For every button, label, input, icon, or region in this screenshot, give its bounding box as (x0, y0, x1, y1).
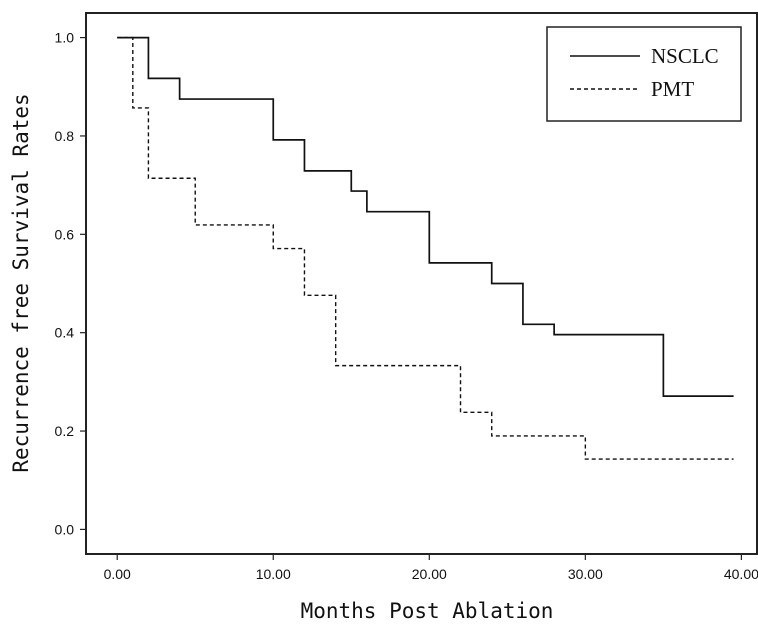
x-tick-label: 0.00 (104, 566, 131, 582)
legend-label-pmt: PMT (651, 77, 694, 101)
x-tick-label: 40.00 (724, 566, 758, 582)
x-axis-title: Months Post Ablation (301, 599, 554, 623)
legend-box (546, 26, 742, 122)
x-tick-label: 20.00 (412, 566, 447, 582)
x-tick-label: 10.00 (256, 566, 291, 582)
y-tick-label: 0.0 (55, 521, 75, 537)
y-tick-label: 0.8 (55, 128, 75, 144)
legend: NSCLC PMT (546, 26, 742, 122)
legend-label-nsclc: NSCLC (651, 44, 719, 68)
series-line-nsclc (117, 36, 734, 397)
y-axis-ticks: 0.0 0.2 0.4 0.6 0.8 1.0 (55, 30, 86, 537)
series-lines (117, 36, 734, 460)
x-tick-label: 30.00 (568, 566, 603, 582)
x-axis-ticks: 0.00 10.00 20.00 30.00 40.00 (104, 554, 758, 582)
series-line-pmt (117, 36, 734, 460)
y-tick-label: 0.6 (55, 226, 75, 242)
plot-frame (85, 12, 758, 555)
y-tick-label: 0.2 (55, 423, 75, 439)
y-tick-label: 1.0 (55, 30, 75, 46)
y-tick-label: 0.4 (55, 325, 75, 341)
y-axis-title: Recurrence free Survival Rates (9, 93, 33, 472)
